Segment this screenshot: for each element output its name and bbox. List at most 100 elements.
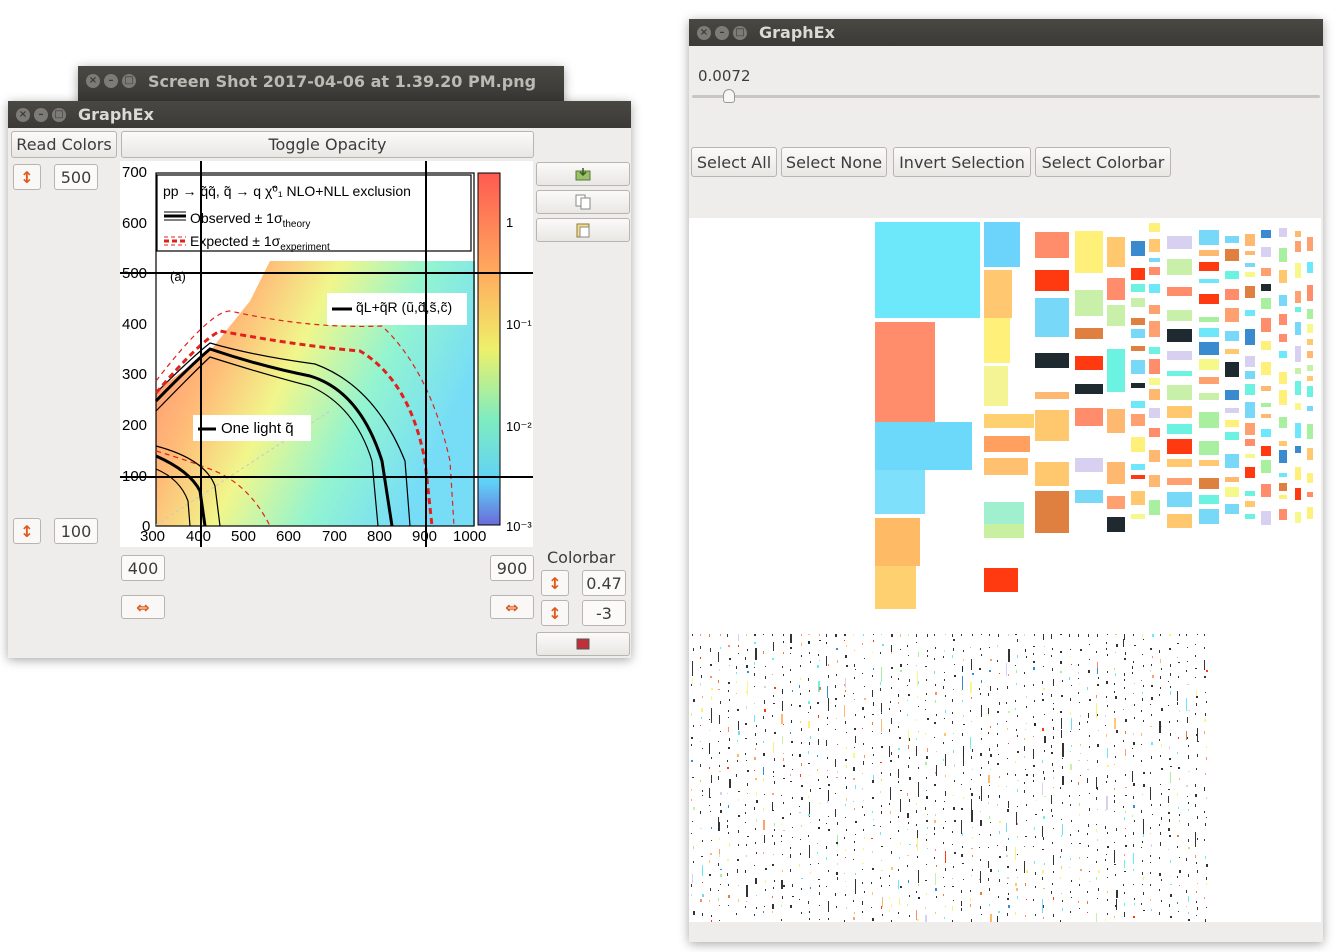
- color-swatch[interactable]: [1079, 795, 1080, 797]
- paste-icon-button[interactable]: [536, 218, 630, 242]
- color-swatch[interactable]: [943, 842, 944, 845]
- x-left-field[interactable]: 400: [121, 555, 165, 581]
- color-swatch[interactable]: [899, 737, 901, 739]
- color-swatch[interactable]: [1307, 406, 1313, 412]
- color-swatch[interactable]: [1186, 889, 1187, 893]
- color-swatch[interactable]: [1149, 407, 1160, 419]
- color-swatch[interactable]: [1170, 780, 1171, 782]
- color-swatch[interactable]: [1125, 719, 1127, 723]
- color-swatch[interactable]: [1196, 703, 1197, 706]
- color-swatch[interactable]: [1161, 768, 1163, 771]
- color-swatch[interactable]: [1199, 249, 1219, 256]
- color-swatch[interactable]: [809, 774, 810, 777]
- color-swatch[interactable]: [1143, 719, 1144, 722]
- color-swatch[interactable]: [872, 850, 873, 854]
- color-swatch[interactable]: [1188, 802, 1189, 805]
- color-swatch[interactable]: [1307, 261, 1313, 274]
- color-swatch[interactable]: [970, 904, 971, 907]
- color-swatch[interactable]: [1143, 784, 1145, 787]
- color-swatch[interactable]: [1052, 841, 1053, 844]
- color-swatch[interactable]: [1096, 776, 1097, 790]
- color-swatch[interactable]: [1197, 754, 1198, 757]
- color-swatch[interactable]: [1051, 809, 1052, 812]
- color-swatch[interactable]: [1159, 693, 1160, 696]
- color-swatch[interactable]: [926, 820, 928, 822]
- color-swatch[interactable]: [881, 667, 882, 682]
- color-swatch[interactable]: [1125, 758, 1126, 760]
- color-swatch[interactable]: [990, 659, 992, 661]
- color-swatch[interactable]: [755, 778, 757, 781]
- color-swatch[interactable]: [1089, 745, 1090, 749]
- color-swatch[interactable]: [880, 761, 882, 763]
- color-swatch[interactable]: [934, 827, 935, 830]
- color-swatch[interactable]: [745, 804, 746, 806]
- color-swatch[interactable]: [702, 747, 703, 750]
- color-swatch[interactable]: [898, 815, 899, 819]
- color-swatch[interactable]: [1096, 861, 1097, 863]
- color-swatch[interactable]: [891, 666, 893, 670]
- color-swatch[interactable]: [1261, 484, 1271, 498]
- color-swatch[interactable]: [718, 740, 719, 742]
- color-swatch[interactable]: [872, 892, 873, 896]
- color-swatch[interactable]: [1070, 656, 1071, 658]
- color-swatch[interactable]: [864, 698, 866, 700]
- color-swatch[interactable]: [720, 803, 721, 806]
- color-swatch[interactable]: [754, 715, 755, 722]
- color-swatch[interactable]: [962, 733, 963, 736]
- color-swatch[interactable]: [918, 730, 919, 733]
- color-swatch[interactable]: [1053, 897, 1054, 900]
- color-swatch[interactable]: [782, 817, 784, 820]
- color-swatch[interactable]: [1204, 660, 1205, 671]
- color-swatch[interactable]: [1225, 330, 1239, 342]
- color-swatch[interactable]: [1042, 808, 1043, 811]
- color-swatch[interactable]: [702, 789, 703, 793]
- color-swatch[interactable]: [1199, 477, 1219, 489]
- color-swatch[interactable]: [691, 760, 693, 762]
- color-swatch[interactable]: [1078, 900, 1079, 904]
- color-swatch[interactable]: [918, 680, 919, 684]
- color-swatch[interactable]: [1167, 406, 1192, 419]
- color-swatch[interactable]: [1043, 770, 1044, 774]
- color-swatch[interactable]: [845, 759, 847, 761]
- color-swatch[interactable]: [1087, 768, 1089, 771]
- color-swatch[interactable]: [1060, 634, 1062, 636]
- read-colors-button[interactable]: Read Colors: [11, 131, 117, 158]
- color-swatch[interactable]: [783, 802, 784, 805]
- color-swatch[interactable]: [711, 827, 712, 830]
- color-swatch[interactable]: [693, 699, 695, 702]
- toggle-opacity-button[interactable]: Toggle Opacity: [121, 131, 534, 158]
- color-swatch[interactable]: [907, 828, 908, 830]
- color-swatch[interactable]: [828, 675, 829, 678]
- color-swatch[interactable]: [1034, 827, 1035, 831]
- color-swatch[interactable]: [1245, 513, 1255, 520]
- y-bottom-field[interactable]: 100: [54, 518, 98, 544]
- color-swatch[interactable]: [1043, 837, 1044, 840]
- color-swatch[interactable]: [916, 753, 917, 756]
- color-swatch[interactable]: [1295, 368, 1301, 375]
- color-swatch[interactable]: [1078, 663, 1079, 667]
- color-swatch[interactable]: [772, 895, 773, 899]
- color-swatch[interactable]: [1186, 634, 1187, 637]
- color-swatch[interactable]: [782, 853, 783, 855]
- color-swatch[interactable]: [1295, 231, 1301, 237]
- color-swatch[interactable]: [898, 678, 899, 680]
- color-swatch[interactable]: [819, 639, 821, 642]
- color-swatch[interactable]: [1035, 462, 1069, 486]
- close-icon[interactable]: ×: [697, 25, 711, 40]
- color-swatch[interactable]: [773, 770, 774, 773]
- color-swatch[interactable]: [1197, 882, 1198, 884]
- color-swatch[interactable]: [1225, 431, 1239, 441]
- color-swatch[interactable]: [1225, 487, 1239, 498]
- color-swatch[interactable]: [1107, 899, 1108, 901]
- color-swatch[interactable]: [1225, 288, 1239, 300]
- color-swatch[interactable]: [891, 717, 892, 724]
- color-swatch[interactable]: [988, 714, 989, 717]
- color-swatch[interactable]: [863, 829, 864, 832]
- color-swatch[interactable]: [898, 879, 899, 890]
- color-swatch[interactable]: [954, 779, 955, 783]
- color-swatch[interactable]: [853, 634, 854, 636]
- color-swatch[interactable]: [1142, 841, 1143, 844]
- color-swatch[interactable]: [801, 643, 802, 646]
- color-swatch[interactable]: [1225, 453, 1239, 468]
- color-swatch[interactable]: [989, 816, 990, 820]
